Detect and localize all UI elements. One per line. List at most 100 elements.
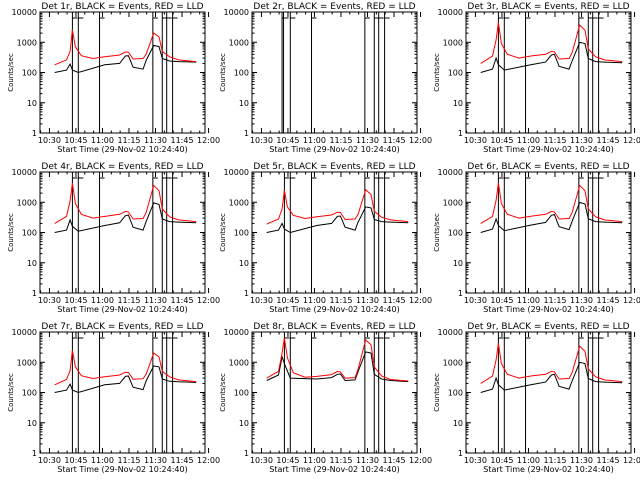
- plot-frame: [39, 331, 206, 454]
- plot-area: [480, 332, 623, 453]
- x-tick-label: 11:15: [543, 136, 566, 145]
- y-tick-label: 1: [244, 449, 249, 458]
- x-tick-label: 11:30: [570, 136, 593, 145]
- y-axis-label: Counts/sec: [7, 53, 15, 92]
- plot-frame: [251, 11, 418, 134]
- y-tick-label: 1000: [443, 38, 463, 47]
- plot-area: [281, 12, 390, 133]
- y-tick-label: 1: [32, 129, 37, 138]
- x-tick-label: 10:30: [38, 456, 61, 465]
- x-tick-label: 10:30: [250, 456, 273, 465]
- y-tick-label: 10: [27, 259, 37, 268]
- y-tick-label: 100: [234, 69, 249, 78]
- x-tick-label: 10:45: [276, 456, 299, 465]
- x-tick-label: 10:30: [38, 296, 61, 305]
- y-tick-label: 10000: [438, 168, 463, 177]
- y-tick-label: 1000: [17, 358, 37, 367]
- x-tick-label: 12:00: [409, 296, 432, 305]
- y-tick-label: 100: [234, 389, 249, 398]
- panel-title: Det 1r, BLACK = Events, RED = LLD: [41, 2, 203, 12]
- y-tick-label: 100: [22, 69, 37, 78]
- y-tick-label: 1000: [443, 358, 463, 367]
- x-axis-label: Start Time (29-Nov-02 10:24:40): [57, 305, 187, 314]
- x-tick-label: 10:45: [490, 456, 513, 465]
- x-tick-label: 11:15: [329, 296, 352, 305]
- y-tick-label: 1000: [17, 38, 37, 47]
- series-line-events: [480, 361, 623, 393]
- x-tick-label: 11:45: [382, 296, 405, 305]
- x-tick-label: 10:45: [490, 296, 513, 305]
- x-tick-label: 11:00: [303, 296, 326, 305]
- x-tick-label: 11:15: [117, 136, 140, 145]
- y-tick-label: 1: [244, 289, 249, 298]
- x-tick-label: 11:15: [117, 456, 140, 465]
- y-tick-label: 100: [22, 389, 37, 398]
- series-line-events: [480, 41, 623, 73]
- x-tick-label: 10:45: [64, 456, 87, 465]
- series-line-events: [54, 202, 197, 233]
- x-tick-label: 11:00: [303, 456, 326, 465]
- x-tick-label: 10:30: [250, 136, 273, 145]
- x-tick-label: 11:30: [356, 456, 379, 465]
- plot-frame: [465, 331, 632, 454]
- x-axis-label: Start Time (29-Nov-02 10:24:40): [483, 145, 613, 154]
- series-line-events: [54, 44, 197, 74]
- panel-det-9r: Det 9r, BLACK = Events, RED = LLD Start T…: [433, 322, 640, 474]
- y-axis-label: Counts/sec: [433, 213, 441, 252]
- x-tick-label: 11:00: [517, 456, 540, 465]
- x-axis-label: Start Time (29-Nov-02 10:24:40): [57, 145, 187, 154]
- plot-frame: [251, 171, 418, 294]
- y-tick-label: 1: [32, 449, 37, 458]
- series-line-lld: [54, 183, 197, 224]
- panel-title: Det 3r, BLACK = Events, RED = LLD: [467, 2, 629, 12]
- y-tick-label: 10: [239, 99, 249, 108]
- y-tick-label: 1: [458, 449, 463, 458]
- x-tick-label: 11:45: [596, 136, 619, 145]
- x-tick-label: 12:00: [623, 456, 640, 465]
- y-tick-label: 10000: [438, 8, 463, 17]
- y-tick-label: 100: [234, 229, 249, 238]
- panel-title: Det 8r, BLACK = Events, RED = LLD: [253, 322, 415, 332]
- y-tick-label: 100: [22, 229, 37, 238]
- plot-area: [54, 332, 197, 453]
- x-tick-label: 11:15: [329, 136, 352, 145]
- x-tick-label: 10:45: [276, 136, 299, 145]
- x-tick-label: 11:00: [91, 296, 114, 305]
- x-tick-label: 11:00: [91, 456, 114, 465]
- plot-area: [480, 172, 623, 293]
- series-line-events: [54, 365, 197, 394]
- panel-det-3r: Det 3r, BLACK = Events, RED = LLD Start T…: [433, 2, 640, 154]
- plot-frame: [39, 171, 206, 294]
- series-line-lld: [480, 343, 623, 384]
- y-axis-label: Counts/sec: [219, 373, 227, 412]
- panel-title: Det 5r, BLACK = Events, RED = LLD: [253, 162, 415, 172]
- y-axis-label: Counts/sec: [219, 213, 227, 252]
- x-tick-label: 10:45: [64, 136, 87, 145]
- panel-det-5r: Det 5r, BLACK = Events, RED = LLD Start T…: [219, 162, 432, 314]
- y-tick-label: 10000: [12, 328, 37, 337]
- y-axis-label: Counts/sec: [7, 373, 15, 412]
- panel-title: Det 2r, BLACK = Events, RED = LLD: [253, 2, 415, 12]
- series-line-lld: [54, 350, 197, 386]
- plot-frame: [465, 171, 632, 294]
- plot-frame: [39, 11, 206, 134]
- y-tick-label: 100: [448, 69, 463, 78]
- x-tick-label: 12:00: [197, 296, 220, 305]
- x-axis-label: Start Time (29-Nov-02 10:24:40): [483, 465, 613, 474]
- y-axis-label: Counts/sec: [433, 53, 441, 92]
- y-tick-label: 10: [239, 419, 249, 428]
- x-tick-label: 11:30: [144, 456, 167, 465]
- x-tick-label: 12:00: [409, 136, 432, 145]
- x-tick-label: 12:00: [197, 456, 220, 465]
- y-tick-label: 10: [27, 419, 37, 428]
- y-tick-label: 10000: [12, 8, 37, 17]
- x-tick-label: 10:30: [464, 296, 487, 305]
- x-tick-label: 12:00: [197, 136, 220, 145]
- y-tick-label: 10: [453, 259, 463, 268]
- x-tick-label: 11:00: [517, 136, 540, 145]
- x-tick-label: 10:30: [38, 136, 61, 145]
- y-tick-label: 1: [458, 129, 463, 138]
- x-tick-label: 10:45: [490, 136, 513, 145]
- panel-det-2r: Det 2r, BLACK = Events, RED = LLD Start T…: [219, 2, 432, 154]
- panel-title: Det 4r, BLACK = Events, RED = LLD: [41, 162, 203, 172]
